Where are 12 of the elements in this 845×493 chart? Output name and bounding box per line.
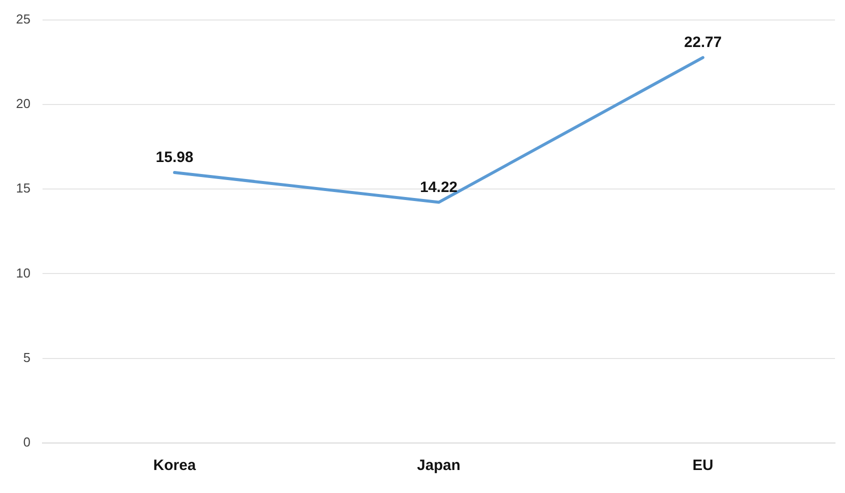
x-tick-label: EU xyxy=(692,457,714,474)
data-label: 22.77 xyxy=(684,34,722,52)
data-label: 15.98 xyxy=(156,149,194,166)
y-tick-label: 20 xyxy=(16,96,30,112)
x-tick-label: Japan xyxy=(417,457,460,474)
data-label: 14.22 xyxy=(420,178,458,196)
y-tick-label: 25 xyxy=(16,11,30,26)
x-tick-label: Korea xyxy=(153,457,196,474)
y-tick-label: 0 xyxy=(23,434,30,450)
y-tick-label: 5 xyxy=(23,350,30,365)
y-tick-label: 10 xyxy=(16,265,30,280)
y-tick-label: 15 xyxy=(16,180,30,196)
